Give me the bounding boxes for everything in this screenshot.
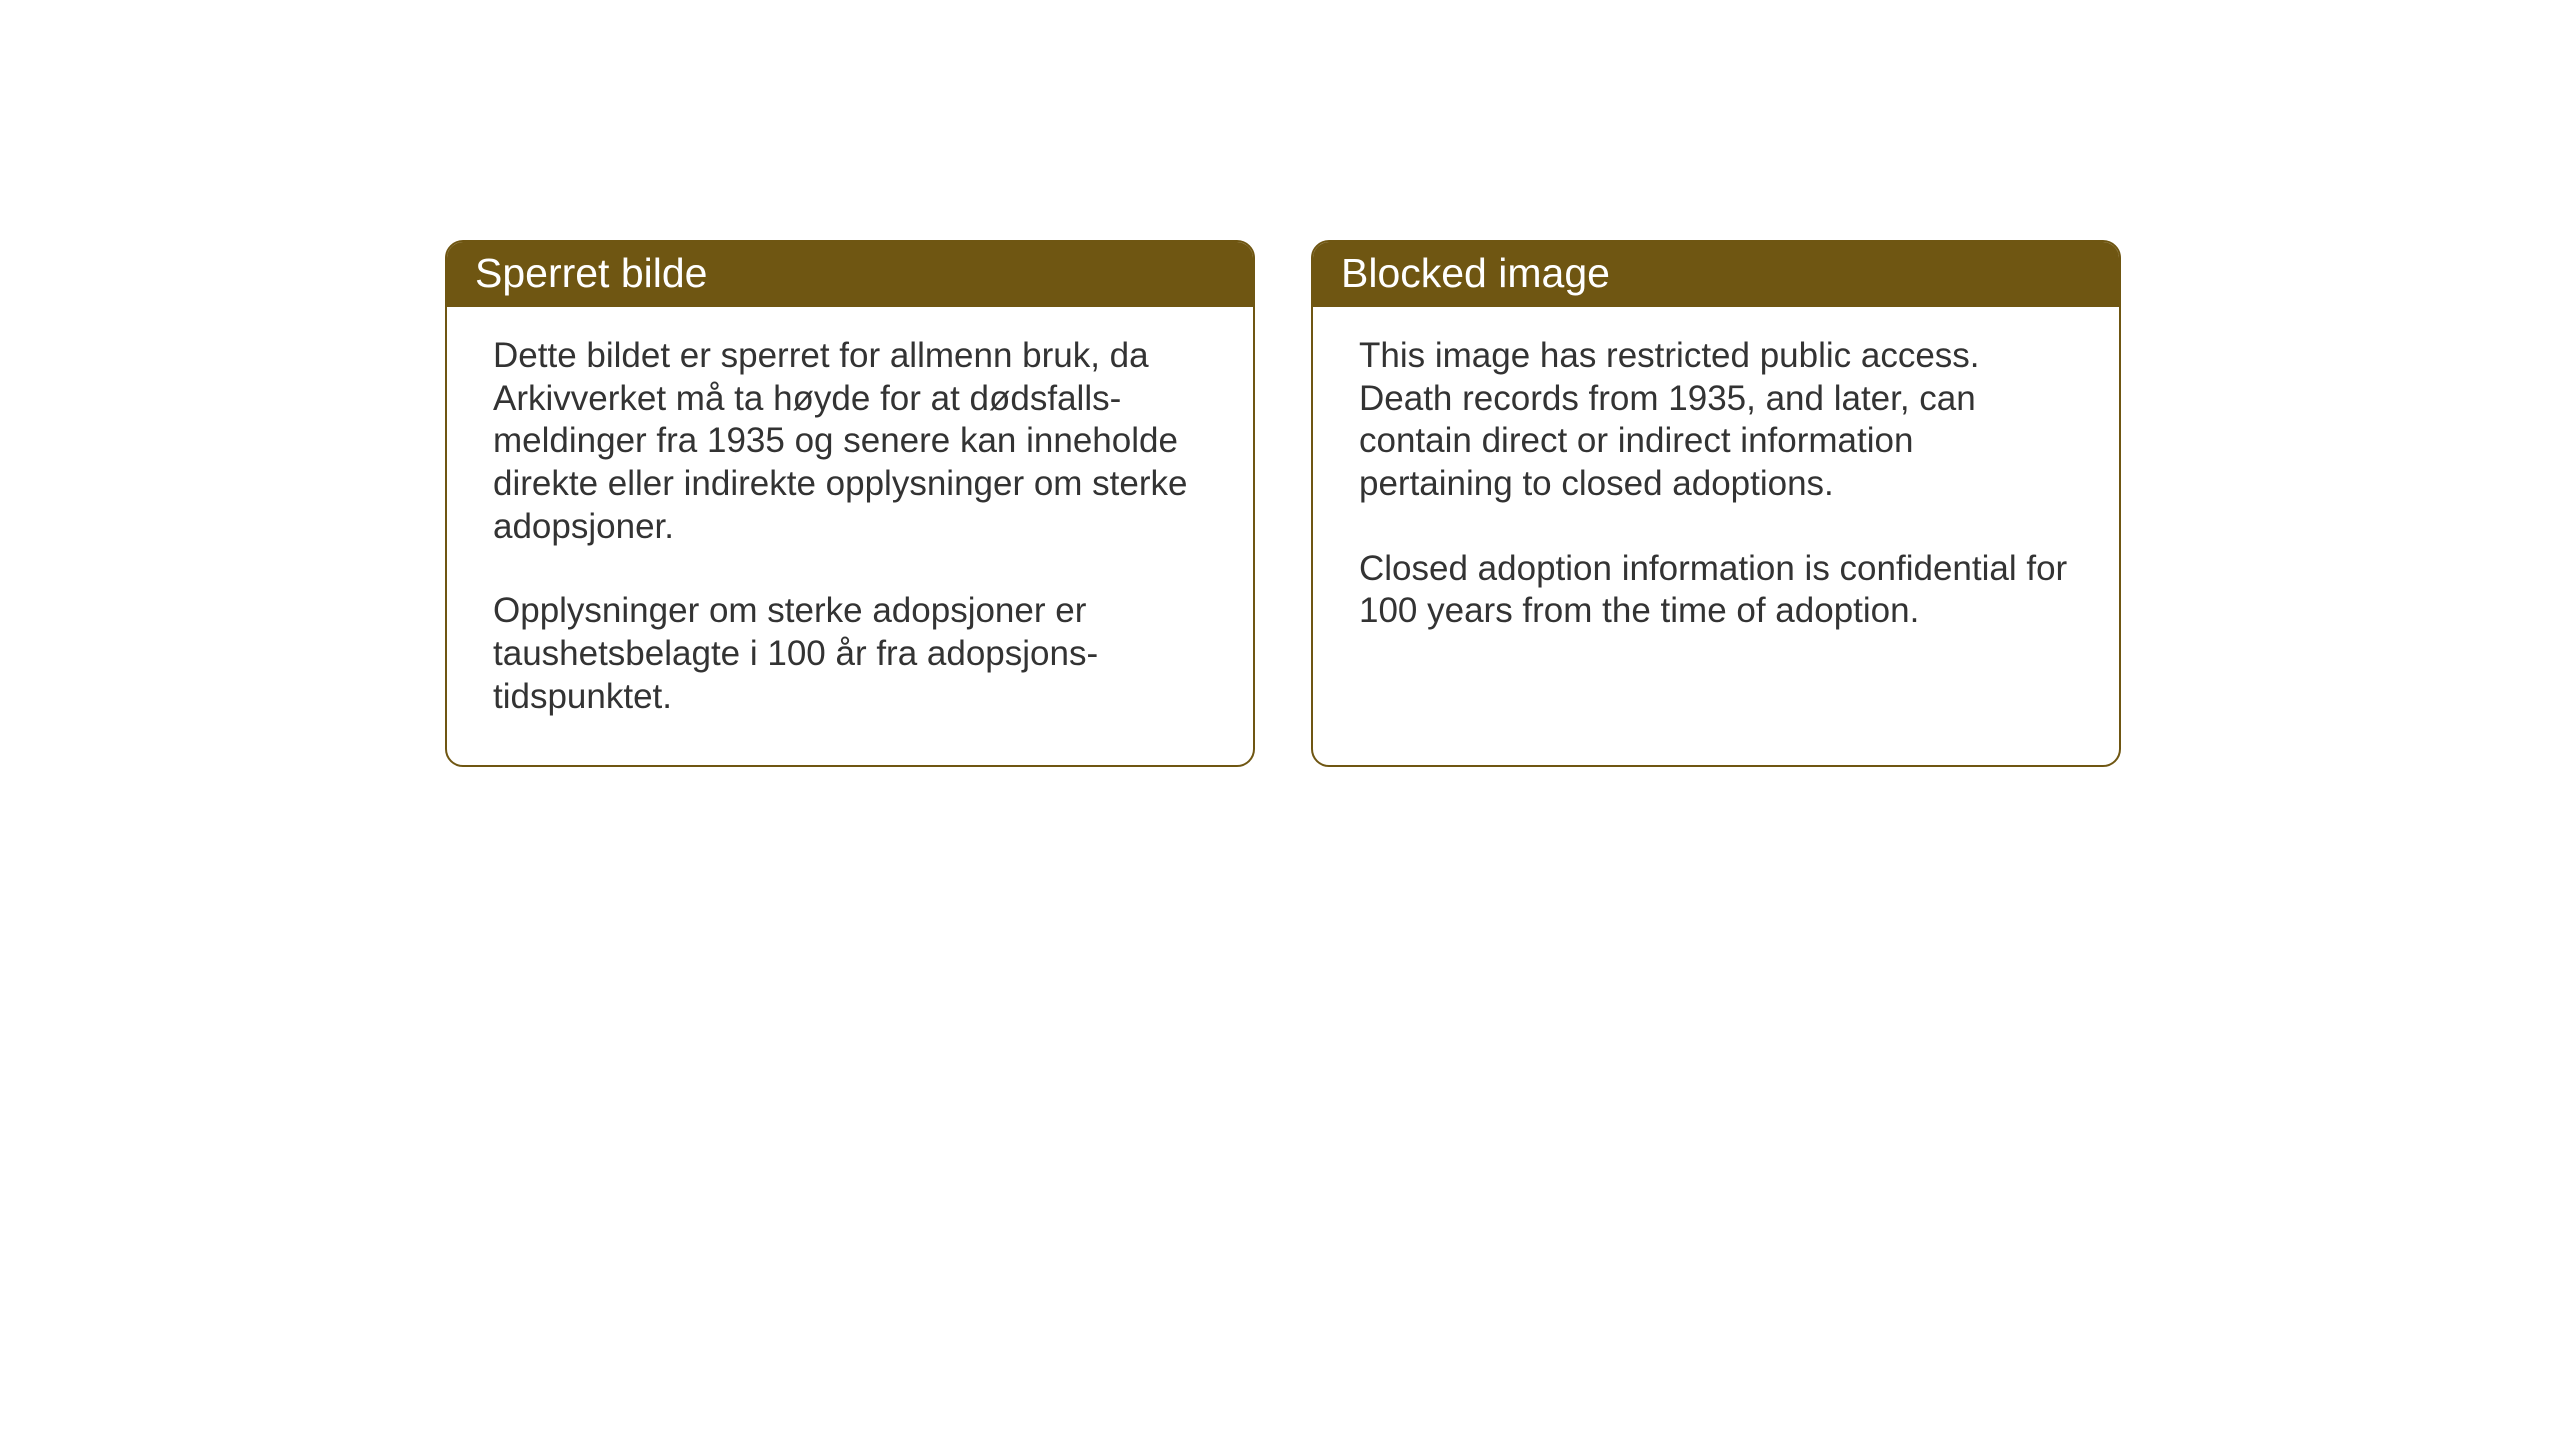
card-paragraph: This image has restricted public access.…	[1359, 335, 2073, 506]
card-title: Sperret bilde	[475, 250, 707, 296]
card-header-english: Blocked image	[1313, 242, 2119, 307]
card-english: Blocked image This image has restricted …	[1311, 240, 2121, 767]
card-header-norwegian: Sperret bilde	[447, 242, 1253, 307]
cards-container: Sperret bilde Dette bildet er sperret fo…	[445, 240, 2121, 767]
card-body-norwegian: Dette bildet er sperret for allmenn bruk…	[447, 307, 1253, 765]
card-body-english: This image has restricted public access.…	[1313, 307, 2119, 679]
card-title: Blocked image	[1341, 250, 1610, 296]
card-paragraph: Dette bildet er sperret for allmenn bruk…	[493, 335, 1207, 548]
card-paragraph: Closed adoption information is confident…	[1359, 548, 2073, 633]
card-norwegian: Sperret bilde Dette bildet er sperret fo…	[445, 240, 1255, 767]
card-paragraph: Opplysninger om sterke adopsjoner er tau…	[493, 590, 1207, 718]
